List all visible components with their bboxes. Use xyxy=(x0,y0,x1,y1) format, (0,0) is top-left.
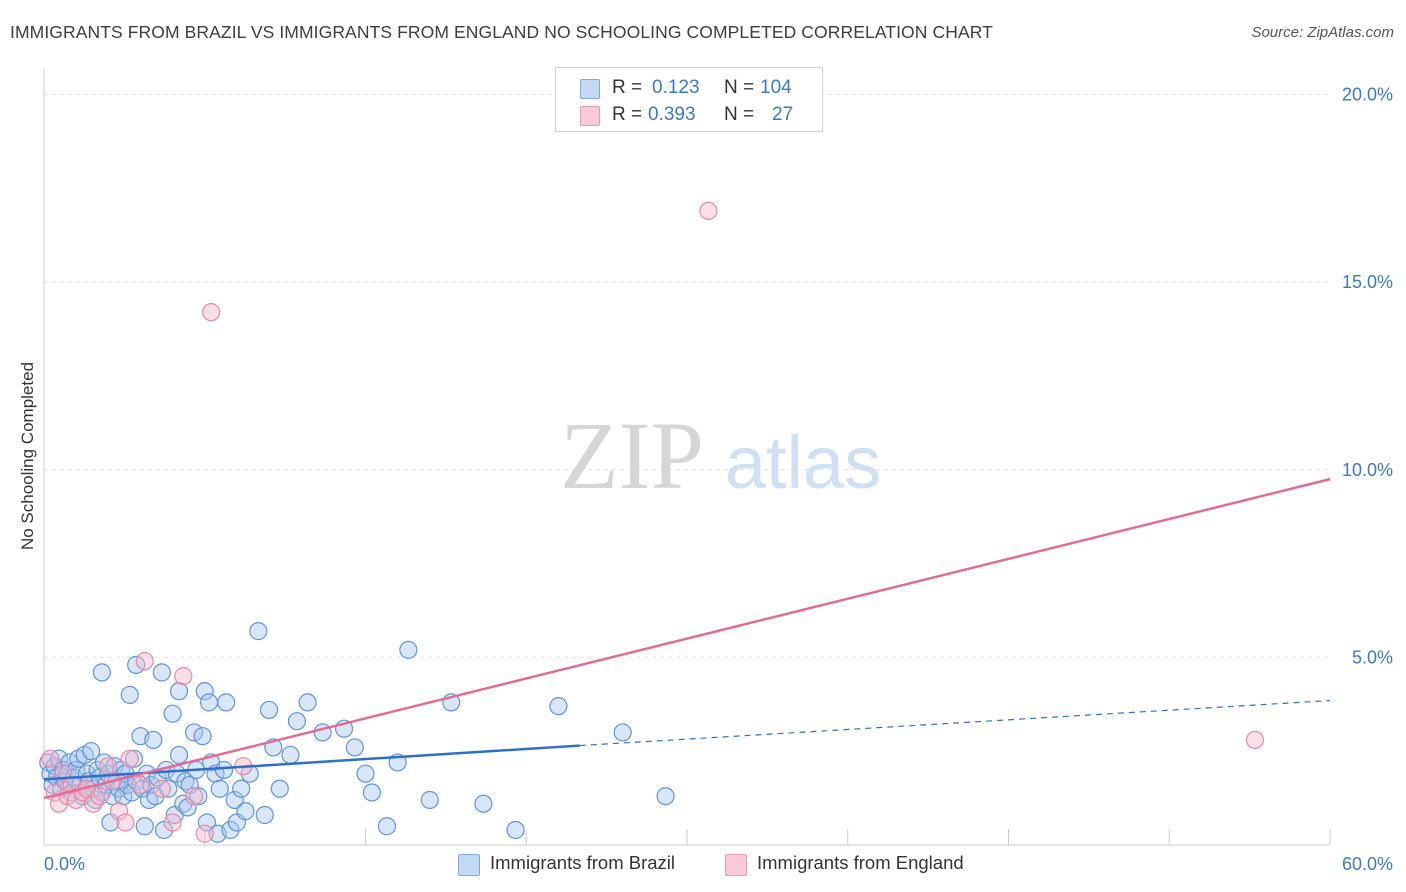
x-tick-label: 60.0% xyxy=(1342,854,1393,874)
england-point xyxy=(41,749,60,768)
brazil-point xyxy=(92,663,111,682)
legend-swatch-england xyxy=(580,106,600,126)
watermark: ZIP atlas xyxy=(560,402,881,509)
brazil-trend-line xyxy=(43,744,580,781)
brazil-point xyxy=(159,779,178,798)
correlation-legend: R = 0.123 N = 104 R = 0.393 N = 27 xyxy=(555,67,823,132)
brazil-point xyxy=(221,820,240,840)
bottom-swatch-brazil xyxy=(458,854,480,876)
england-point xyxy=(163,813,182,832)
bottom-swatch-england xyxy=(725,854,747,876)
brazil-point xyxy=(163,704,182,723)
brazil-point xyxy=(345,738,364,757)
brazil-point xyxy=(259,700,279,720)
brazil-point xyxy=(270,779,289,798)
england-point xyxy=(1245,730,1265,750)
england-point xyxy=(135,652,154,671)
legend-n-value: 104 xyxy=(760,77,792,98)
y-tick-label: 5.0% xyxy=(1352,647,1393,667)
england-trend-line xyxy=(43,477,1331,800)
gridlines xyxy=(44,94,1330,658)
brazil-point xyxy=(193,727,212,746)
brazil-point xyxy=(178,798,197,817)
england-point xyxy=(67,790,86,810)
watermark-atlas: atlas xyxy=(725,421,881,504)
brazil-point xyxy=(287,712,307,731)
england-point xyxy=(84,794,103,813)
y-tick-label: 10.0% xyxy=(1342,460,1393,480)
brazil-point xyxy=(377,817,397,836)
legend-r-value: 0.123 xyxy=(652,77,700,98)
brazil-point xyxy=(88,760,107,780)
tick-labels: 5.0% 10.0% 15.0% 20.0% 0.0% 60.0% xyxy=(44,85,1393,874)
england-points xyxy=(41,201,1265,843)
source-label: Source: ZipAtlas.com xyxy=(1251,24,1394,41)
brazil-point xyxy=(103,787,122,806)
brazil-point xyxy=(199,693,219,712)
brazil-point xyxy=(356,764,375,783)
england-point xyxy=(174,667,193,686)
brazil-point xyxy=(506,820,525,840)
axes xyxy=(43,68,1331,846)
brazil-point xyxy=(214,760,234,780)
brazil-point xyxy=(210,779,229,798)
brazil-point xyxy=(249,622,268,641)
bottom-legend-label: Immigrants from England xyxy=(757,852,964,873)
england-point xyxy=(699,201,718,220)
brazil-point xyxy=(142,775,161,795)
england-point xyxy=(116,813,135,832)
brazil-point xyxy=(255,805,274,825)
brazil-point xyxy=(169,745,189,765)
bottom-legend-label: Immigrants from Brazil xyxy=(490,852,676,873)
brazil-point xyxy=(189,787,208,806)
legend-n-label: N = xyxy=(724,104,755,125)
brazil-point xyxy=(656,787,675,806)
y-tick-label: 20.0% xyxy=(1342,85,1393,105)
brazil-point xyxy=(236,802,255,821)
brazil-point xyxy=(124,749,144,768)
brazil-trend-extension xyxy=(579,699,1331,747)
brazil-point xyxy=(217,693,236,712)
y-tick-label: 15.0% xyxy=(1342,272,1393,292)
brazil-point xyxy=(195,682,214,701)
legend-swatch-brazil xyxy=(580,79,600,99)
legend-n-label: N = xyxy=(724,77,755,98)
legend-n-value: 27 xyxy=(772,104,794,125)
england-point xyxy=(202,303,221,322)
england-point xyxy=(99,757,118,776)
brazil-point xyxy=(362,783,382,802)
brazil-point xyxy=(474,794,493,813)
england-point xyxy=(195,824,214,843)
brazil-point xyxy=(613,723,632,742)
brazil-point xyxy=(225,790,244,810)
england-point xyxy=(131,775,150,795)
x-tick-label: 0.0% xyxy=(44,854,85,874)
legend-r-label: R = xyxy=(612,104,643,125)
brazil-point xyxy=(399,640,418,659)
brazil-points xyxy=(39,622,675,843)
legend-r-value: 0.393 xyxy=(648,104,696,125)
brazil-point xyxy=(232,779,251,798)
england-point xyxy=(184,787,204,806)
brazil-point xyxy=(135,817,154,836)
england-point xyxy=(109,802,129,821)
brazil-point xyxy=(120,685,139,705)
brazil-point xyxy=(144,730,163,750)
england-point xyxy=(120,749,139,768)
brazil-point xyxy=(298,693,317,712)
brazil-point xyxy=(82,742,101,761)
brazil-point xyxy=(169,682,189,701)
england-point xyxy=(152,779,171,798)
trend-lines xyxy=(43,477,1331,800)
legend-r-label: R = xyxy=(612,77,643,98)
watermark-zip: ZIP xyxy=(560,402,704,509)
brazil-point xyxy=(420,790,439,810)
england-point xyxy=(90,787,109,806)
brazil-point xyxy=(549,697,568,716)
brazil-point xyxy=(152,663,171,682)
brazil-point xyxy=(281,745,300,765)
brazil-point xyxy=(197,813,216,832)
chart-title: IMMIGRANTS FROM BRAZIL VS IMMIGRANTS FRO… xyxy=(10,22,993,42)
